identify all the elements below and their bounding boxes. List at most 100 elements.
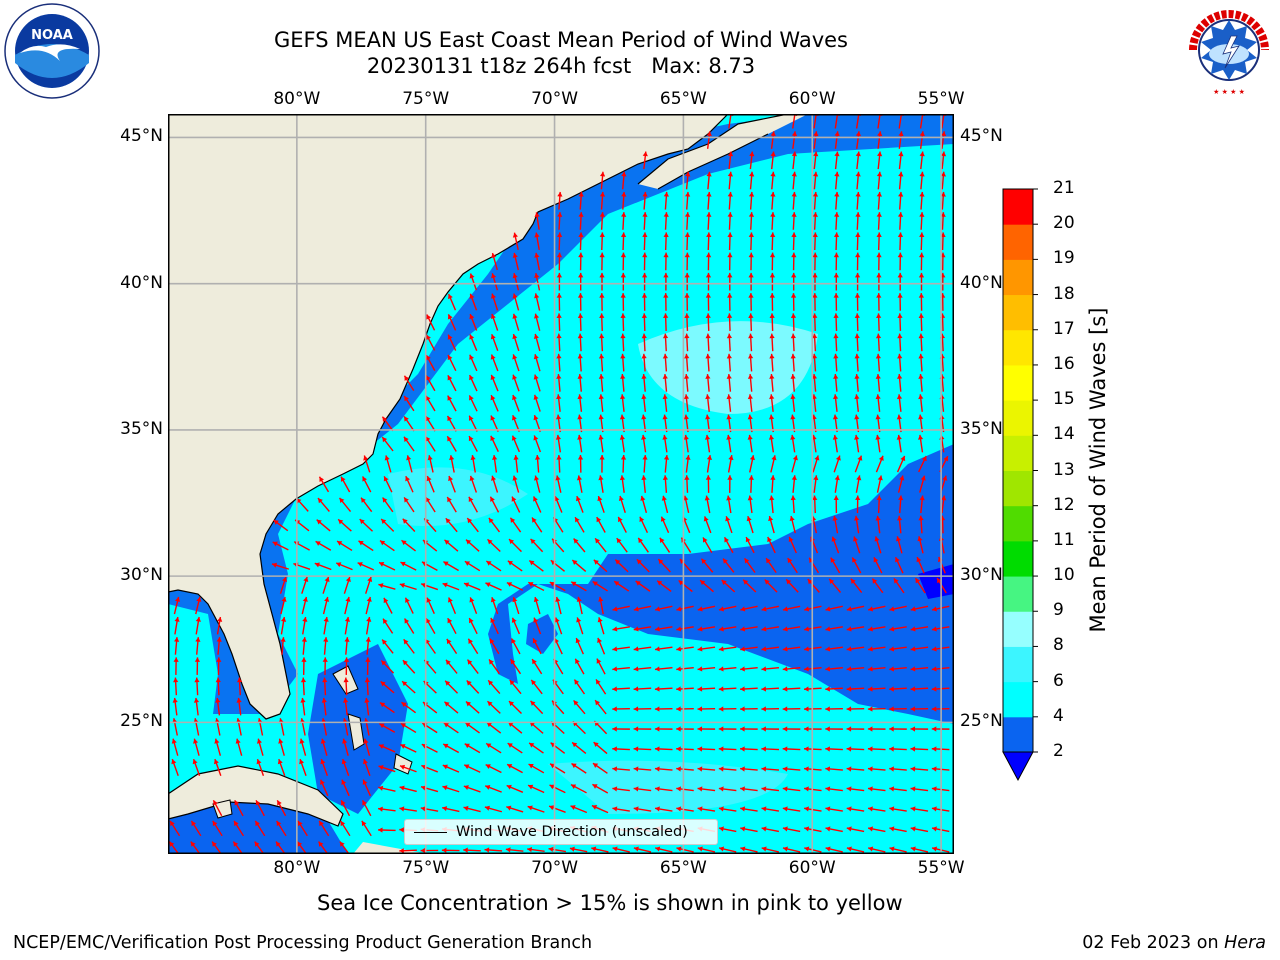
wave-direction-arrow <box>485 560 502 572</box>
wave-direction-arrow <box>195 637 201 655</box>
colorbar-segment <box>1003 505 1033 542</box>
wave-direction-arrow <box>578 212 584 230</box>
wave-direction-arrow <box>575 495 584 513</box>
wave-direction-arrow <box>447 354 457 372</box>
wave-direction-arrow <box>662 374 668 392</box>
wave-direction-arrow <box>527 847 545 853</box>
wave-direction-arrow <box>812 293 818 311</box>
wave-direction-arrow <box>761 706 780 712</box>
wave-direction-arrow <box>654 686 673 692</box>
wave-direction-arrow <box>684 272 690 291</box>
wave-direction-arrow <box>918 394 924 412</box>
wave-direction-arrow <box>812 232 818 251</box>
wave-direction-arrow <box>727 455 734 473</box>
wave-direction-arrow <box>340 476 351 493</box>
wave-direction-arrow <box>425 617 436 634</box>
wave-direction-arrow <box>321 697 327 716</box>
wave-direction-arrow <box>512 293 520 311</box>
wave-direction-arrow <box>399 764 417 773</box>
wave-direction-arrow <box>446 415 457 432</box>
wave-direction-arrow <box>512 394 520 412</box>
wind-wave-direction-vectors <box>168 114 950 854</box>
wave-direction-arrow <box>834 212 840 230</box>
wave-direction-arrow <box>195 616 201 635</box>
wave-direction-arrow <box>596 516 606 533</box>
wave-direction-arrow <box>832 515 839 534</box>
wave-direction-arrow <box>727 232 733 251</box>
wave-direction-arrow <box>727 171 733 190</box>
wave-direction-arrow <box>846 786 865 792</box>
wave-direction-arrow <box>748 333 754 352</box>
wave-direction-arrow <box>317 497 330 512</box>
wave-direction-arrow <box>593 559 608 573</box>
wave-direction-arrow <box>876 475 883 493</box>
wave-direction-arrow <box>574 516 585 533</box>
wave-direction-arrow <box>721 579 736 593</box>
wave-direction-arrow <box>918 515 924 534</box>
colorbar-segment <box>1003 470 1033 507</box>
wave-direction-arrow <box>769 353 775 372</box>
wave-direction-arrow <box>445 517 458 533</box>
wave-direction-arrow <box>533 596 541 615</box>
wave-direction-arrow <box>896 515 903 534</box>
wave-direction-arrow <box>357 562 375 571</box>
wave-direction-arrow <box>556 252 563 271</box>
wave-direction-arrow <box>678 579 693 593</box>
wave-direction-arrow <box>507 721 523 734</box>
map-panel <box>168 114 954 854</box>
wave-direction-arrow <box>295 497 309 512</box>
wave-direction-arrow <box>825 806 843 812</box>
wave-direction-arrow <box>323 637 329 655</box>
colorbar-segment <box>1003 364 1033 401</box>
wave-direction-arrow <box>365 616 372 635</box>
wave-direction-arrow <box>377 827 396 833</box>
wave-direction-arrow <box>549 784 566 794</box>
wave-direction-arrow <box>812 455 820 473</box>
wave-direction-arrow <box>612 766 630 772</box>
wave-direction-arrow <box>491 293 499 311</box>
wave-direction-arrow <box>791 475 797 493</box>
wave-direction-arrow <box>854 455 863 473</box>
wave-direction-arrow <box>617 516 627 533</box>
wave-direction-arrow <box>577 394 583 412</box>
wave-direction-arrow <box>846 666 865 672</box>
wave-direction-arrow <box>726 394 732 412</box>
wave-direction-arrow <box>448 597 457 615</box>
wave-direction-arrow <box>490 313 499 331</box>
wave-direction-arrow <box>791 171 797 190</box>
wave-direction-arrow <box>722 558 735 573</box>
wave-direction-arrow <box>641 293 648 311</box>
wave-direction-arrow <box>533 475 541 493</box>
wave-direction-arrow <box>343 697 349 716</box>
longitude-label: 75°W <box>402 858 450 878</box>
wave-direction-arrow <box>740 806 758 812</box>
wave-direction-arrow <box>761 826 780 833</box>
wave-direction-arrow <box>378 561 396 571</box>
wave-direction-arrow <box>280 596 287 615</box>
wave-direction-arrow <box>510 638 521 655</box>
wave-direction-arrow <box>426 314 436 331</box>
wave-direction-arrow <box>443 722 459 734</box>
nws-logo: ★ ★ ★ ★ <box>1183 4 1275 96</box>
wave-direction-arrow <box>676 746 694 752</box>
wave-direction-arrow <box>897 353 903 372</box>
wave-direction-arrow <box>362 476 372 493</box>
wave-direction-arrow <box>490 435 499 453</box>
wave-direction-arrow <box>596 658 606 675</box>
wave-direction-arrow <box>676 666 694 672</box>
wave-direction-arrow <box>486 700 501 714</box>
wave-direction-arrow <box>513 454 519 473</box>
wave-direction-arrow <box>633 686 652 692</box>
wave-direction-arrow <box>825 646 843 652</box>
wave-direction-arrow <box>748 212 755 230</box>
wave-direction-arrow <box>378 583 396 590</box>
wave-direction-arrow <box>684 475 690 493</box>
wave-direction-arrow <box>379 701 395 714</box>
wave-direction-arrow <box>697 726 716 732</box>
wave-direction-arrow <box>642 232 648 251</box>
wave-direction-arrow <box>490 354 499 372</box>
wave-direction-arrow <box>727 475 733 493</box>
wave-direction-arrow <box>846 806 865 812</box>
wave-direction-arrow <box>531 517 543 533</box>
wave-direction-arrow <box>490 334 499 352</box>
